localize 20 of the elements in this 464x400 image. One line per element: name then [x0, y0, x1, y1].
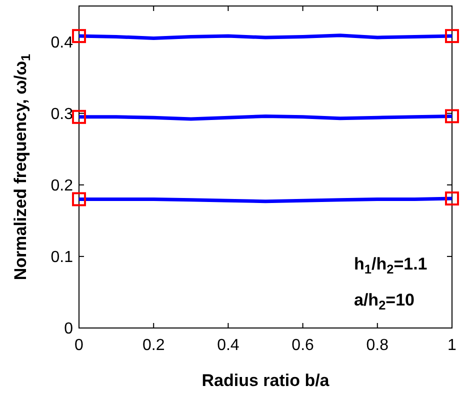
- point: [72, 192, 86, 206]
- x-tick-label: 0.6: [292, 337, 314, 354]
- point: [445, 109, 459, 124]
- y-tick-label: 0.4: [50, 34, 74, 52]
- annotation: a/h$_{2}$=10: [354, 290, 414, 312]
- x-axis-title: Radius ratio b/a: [202, 371, 330, 390]
- point: [72, 29, 86, 44]
- x-tick-label: 1: [448, 337, 457, 354]
- annotation: h$_{1}$/h$_{2}$=1.1: [354, 254, 428, 276]
- point: [72, 110, 86, 124]
- y-tick-label: 0.1: [50, 249, 74, 266]
- x-tick-label: 0.4: [217, 337, 240, 354]
- point: [445, 29, 459, 44]
- x-tick-label: 0: [74, 337, 84, 354]
- x-tick-label: 0.8: [366, 337, 389, 354]
- x-tick-label: 0.2: [142, 337, 165, 354]
- y-tick-label: 0.3: [50, 106, 74, 123]
- point: [445, 191, 459, 206]
- y-tick-label: 0.2: [50, 177, 74, 194]
- y-tick-label: 0: [64, 320, 74, 338]
